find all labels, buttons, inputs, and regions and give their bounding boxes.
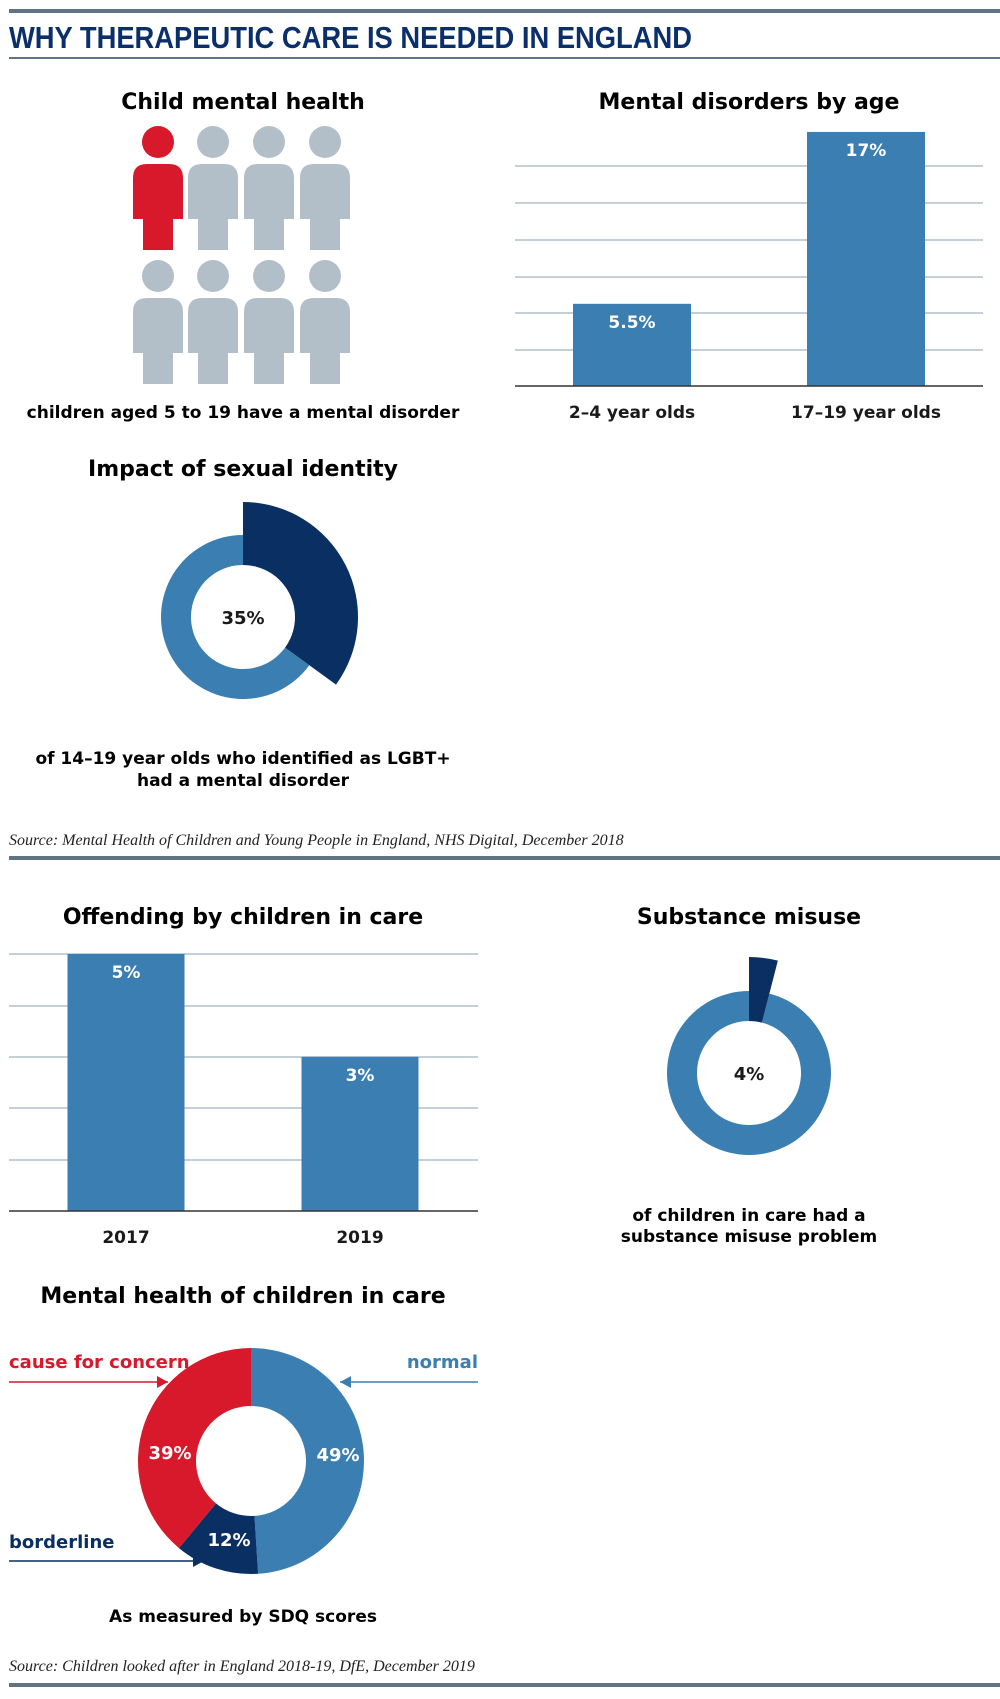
person-head (309, 260, 341, 292)
bar-value-label: 5% (112, 963, 141, 983)
substance-caption-line1: of children in care had a (632, 1206, 865, 1226)
segment-value-label: 49% (316, 1445, 359, 1466)
title-rule (9, 57, 1000, 59)
person-body (188, 164, 238, 250)
disorders-by-age-chart: 5.5% 2–4 year olds 17% 17–19 year olds (515, 131, 983, 423)
offending-chart: 5% 2017 3% 2019 (9, 953, 478, 1248)
person-head (309, 126, 341, 158)
donut-segment-highlight (243, 502, 358, 685)
bar-value-label: 5.5% (608, 313, 655, 333)
child-mental-health-caption: children aged 5 to 19 have a mental diso… (27, 403, 460, 423)
person-icon (188, 126, 238, 250)
donut-segment-remainder (160, 535, 310, 699)
person-icon (244, 260, 294, 384)
bar (301, 1056, 419, 1211)
person-body (300, 298, 350, 384)
mental-health-care-caption: As measured by SDQ scores (109, 1607, 377, 1627)
callout-arrowhead (340, 1376, 351, 1388)
person-head (142, 126, 174, 158)
category-label: 2–4 year olds (569, 403, 695, 423)
category-label: 2017 (102, 1228, 149, 1248)
source-1: Source: Mental Health of Children and Yo… (9, 832, 624, 849)
top-rule (9, 9, 1000, 13)
section-rule (9, 856, 1000, 860)
legend-label: normal (407, 1352, 478, 1373)
person-body (244, 164, 294, 250)
person-head (142, 260, 174, 292)
person-icon (300, 126, 350, 250)
person-head (253, 126, 285, 158)
legend-label: cause for concern (9, 1352, 190, 1373)
bar (67, 954, 185, 1211)
segment-value-label: 12% (207, 1530, 250, 1551)
person-icon (133, 260, 183, 384)
donut-segment-cause-for-concern (137, 1348, 251, 1549)
bar-value-label: 17% (846, 141, 887, 161)
sexual-identity-donut: 35% (160, 502, 358, 699)
donut-segment-normal (251, 1348, 365, 1574)
person-body (244, 298, 294, 384)
person-body (188, 298, 238, 384)
sexual-identity-title: Impact of sexual identity (88, 457, 398, 482)
bottom-rule (9, 1683, 1000, 1687)
substance-caption-line2: substance misuse problem (621, 1227, 878, 1247)
callout-arrowhead (157, 1376, 168, 1388)
person-head (197, 126, 229, 158)
legend-label: borderline (9, 1532, 114, 1553)
person-icon-highlighted (133, 126, 183, 250)
sexual-identity-caption-line2: had a mental disorder (137, 771, 350, 791)
donut-segment-borderline (178, 1503, 259, 1574)
person-icon (244, 126, 294, 250)
segment-value-label: 39% (148, 1443, 191, 1464)
person-head (197, 260, 229, 292)
substance-donut: 4% (667, 957, 831, 1155)
bar (807, 131, 925, 386)
disorders-by-age-title: Mental disorders by age (599, 90, 900, 115)
offending-title: Offending by children in care (63, 905, 423, 930)
person-icon (188, 260, 238, 384)
person-head (253, 260, 285, 292)
person-body (133, 164, 183, 250)
center-value-label: 4% (734, 1064, 765, 1085)
mental-health-care-title: Mental health of children in care (40, 1284, 445, 1309)
donut-segment-highlight (749, 957, 778, 1023)
pictogram (133, 126, 350, 384)
donut-segment-remainder (667, 991, 831, 1155)
callout-arrowhead (193, 1555, 204, 1567)
page-title: WHY THERAPEUTIC CARE IS NEEDED IN ENGLAN… (9, 20, 692, 55)
center-value-label: 35% (221, 608, 264, 629)
substance-title: Substance misuse (637, 905, 861, 930)
sexual-identity-caption-line1: of 14–19 year olds who identified as LGB… (35, 749, 450, 769)
person-icon (300, 260, 350, 384)
bar (573, 303, 691, 386)
bar-value-label: 3% (346, 1066, 375, 1086)
person-body (300, 164, 350, 250)
mental-health-care-donut: 49% 12% 39% cause for concern normal borderli… (9, 1348, 478, 1574)
category-label: 2019 (336, 1228, 383, 1248)
child-mental-health-title: Child mental health (121, 90, 365, 115)
source-2: Source: Children looked after in England… (9, 1658, 475, 1675)
person-body (133, 298, 183, 384)
category-label: 17–19 year olds (791, 403, 941, 423)
